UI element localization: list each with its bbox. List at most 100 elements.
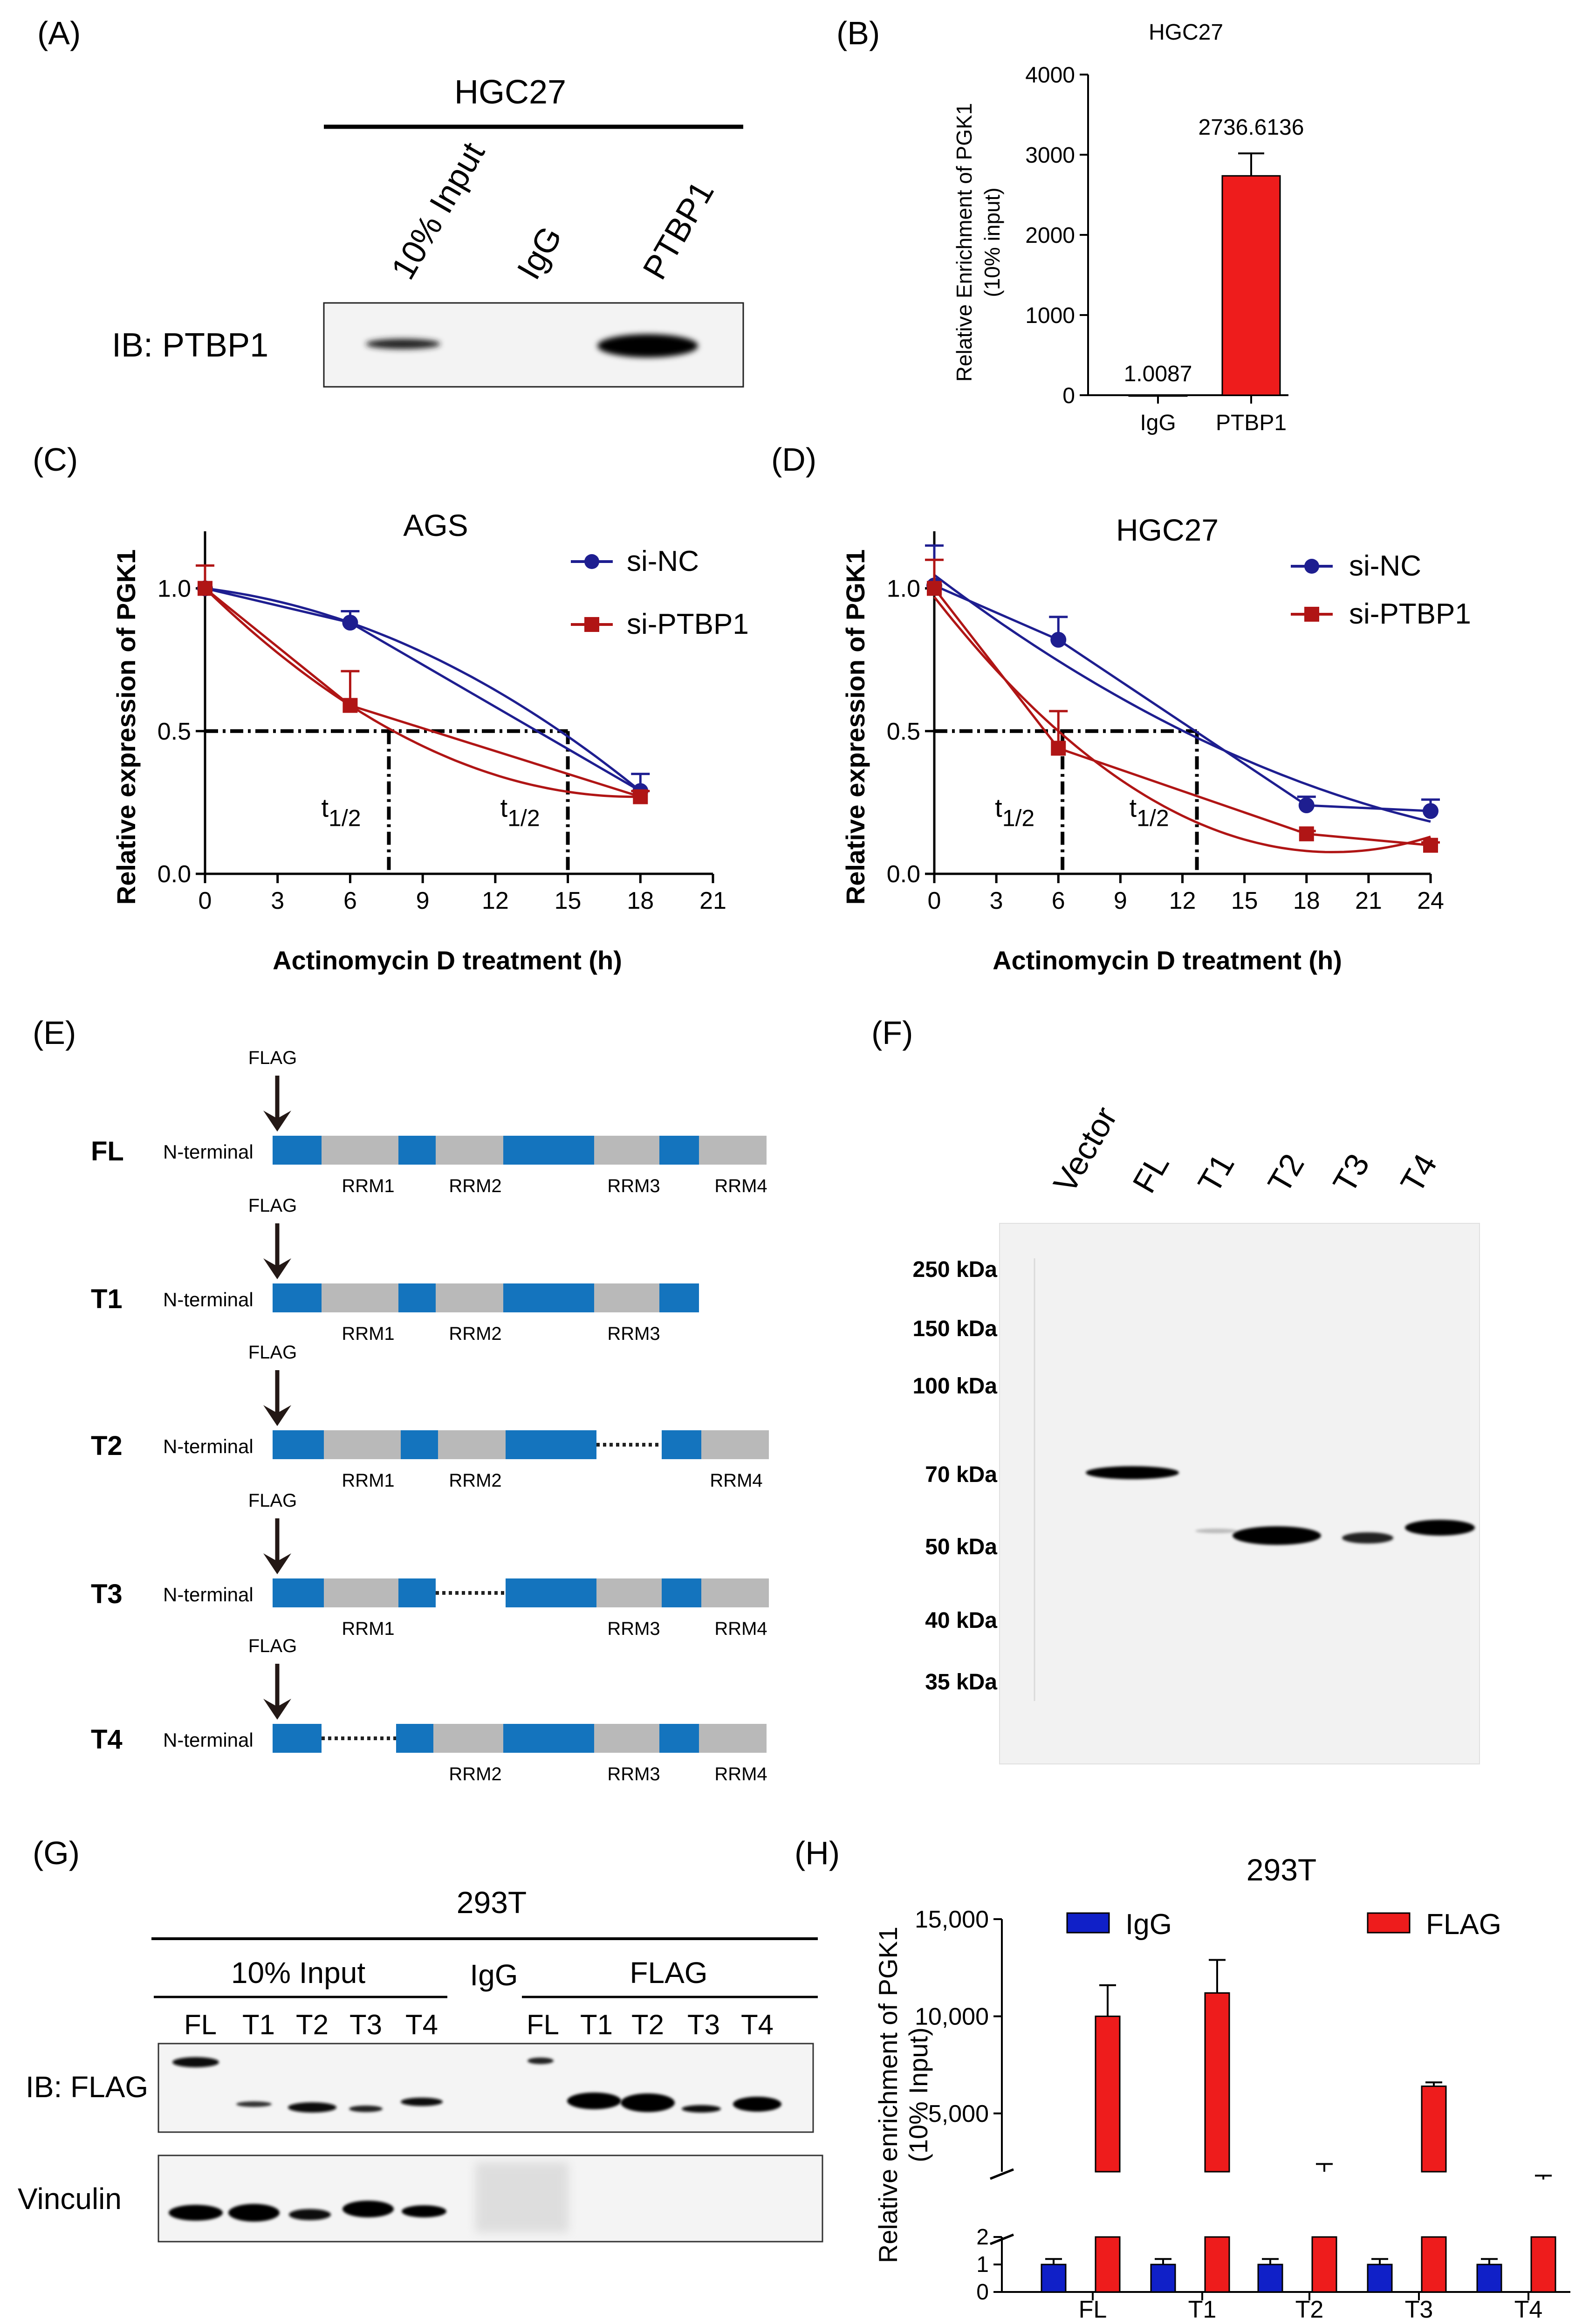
legend-label-flag: FLAG [1426, 1908, 1501, 1941]
panel-label-h: (H) [795, 1835, 840, 1871]
chart-c-series-line [204, 587, 641, 798]
chart-d-legend: si-NC si-PTBP1 [1291, 550, 1471, 630]
chart-c-xtick-label: 3 [271, 887, 284, 914]
chart-b-ytick-label: 3000 [1025, 143, 1075, 168]
rrm-label: RRM4 [714, 1764, 767, 1784]
panel-label-b: (B) [836, 15, 880, 51]
panel-f-band-t4 [1405, 1520, 1475, 1536]
flag-arrow-icon [263, 1553, 291, 1574]
chart-b-ytick-label: 2000 [1025, 223, 1075, 248]
rrm-label: RRM2 [449, 1764, 501, 1784]
chart-d-xtick-label: 3 [990, 887, 1003, 914]
flag-arrow-icon [263, 1111, 291, 1132]
rrm-label: RRM1 [342, 1176, 394, 1196]
chart-d-half-life-label: t1/2 [1130, 793, 1169, 831]
domain-block-blue [503, 1283, 594, 1312]
rrm-label: RRM3 [607, 1176, 660, 1196]
chart-c-xlabel: Actinomycin D treatment (h) [273, 946, 622, 975]
legend-swatch-flag [1367, 1912, 1411, 1934]
domain-block-rrm [436, 1283, 503, 1312]
chart-h-ytick-label: 5,000 [928, 2100, 989, 2127]
domain-block-blue [506, 1578, 596, 1607]
domain-block-blue [662, 1578, 701, 1607]
chart-d-xtick-label: 6 [1052, 887, 1065, 914]
panel-a-lane-input: 10% Input [384, 136, 492, 286]
panel-f-lane-t3: T3 [1326, 1148, 1376, 1199]
chart-b-ylabel-2: (10% input) [980, 187, 1004, 297]
chart-c-series-fit [205, 587, 641, 792]
chart-h-bar-flag-lower [1421, 2236, 1447, 2293]
chart-d-xtick-label: 9 [1114, 887, 1127, 914]
flag-label: FLAG [248, 1195, 297, 1216]
domain-block-blue [506, 1430, 596, 1459]
rrm-label: RRM4 [714, 1176, 767, 1196]
rrm-label: RRM2 [449, 1324, 501, 1344]
legend-label-igg: IgG [1125, 1908, 1172, 1941]
legend-marker-si-ptbp1-d [1304, 607, 1319, 622]
legend-marker-si-nc-d [1304, 559, 1319, 574]
chart-b-ylabel-1: Relative Enrichment of PGK1 [952, 103, 976, 382]
chart-h-ytick-label: 2 [976, 2225, 989, 2250]
chart-c-series-line [205, 587, 641, 792]
panel-label-a: (A) [37, 15, 81, 51]
chart-c-legend: si-NC si-PTBP1 [571, 545, 749, 640]
domain-block-blue [401, 1430, 438, 1459]
panel-f-lane-t2: T2 [1260, 1148, 1311, 1199]
construct-fl-name: FL [91, 1136, 124, 1166]
chart-h-ytick-label: 15,000 [915, 1906, 989, 1933]
marker-50: 50 kDa [925, 1535, 997, 1559]
construct-t2-name: T2 [91, 1431, 123, 1461]
chart-c-ytick-label: 1.0 [158, 576, 191, 603]
panel-a-band-ptbp1 [597, 334, 698, 357]
chart-d-point-si-ptbp1 [1051, 741, 1066, 756]
legend-marker-si-ptbp1 [584, 617, 599, 632]
chart-d-series-line [933, 584, 1431, 812]
chart-c-half-life-label: t1/2 [500, 793, 540, 831]
domain-block-rrm [438, 1430, 506, 1459]
legend-marker-si-nc [584, 554, 599, 569]
panel-a-lane-ptbp1: PTBP1 [636, 175, 721, 286]
rrm-label: RRM4 [714, 1619, 767, 1639]
chart-h-bar-flag-lower [1530, 2236, 1556, 2293]
chart-h-bar-igg [1476, 2264, 1502, 2293]
marker-250: 250 kDa [913, 1257, 998, 1282]
panel-a-cell-line: HGC27 [454, 74, 566, 111]
chart-d-xlabel: Actinomycin D treatment (h) [993, 946, 1342, 975]
flag-arrow-icon [263, 1405, 291, 1426]
panel-f-lane-t4: T4 [1393, 1148, 1444, 1199]
band-flag-ip-t2 [621, 2093, 675, 2112]
chart-c-ytick-label: 0.0 [158, 861, 191, 888]
chart-b-value-label: 1.0087 [1124, 362, 1192, 386]
construct-n-terminal-label: N-terminal [163, 1729, 253, 1751]
panel-label-d: (D) [771, 441, 816, 478]
chart-b-xtick-label: IgG [1140, 411, 1176, 435]
panel-g-input-lane-t3: T3 [349, 2009, 382, 2040]
marker-35: 35 kDa [925, 1670, 997, 1695]
marker-150: 150 kDa [913, 1317, 998, 1341]
domain-block-rrm [699, 1136, 767, 1165]
panel-f: Vector FL T1 T2 T3 T4 250 kDa 150 kDa 10… [913, 1101, 1480, 1764]
legend-label-si-ptbp1: si-PTBP1 [627, 608, 749, 640]
chart-h-bar-igg [1257, 2264, 1283, 2293]
domain-block-rrm [436, 1136, 503, 1165]
domain-block-rrm [699, 1724, 767, 1753]
chart-h-bar-flag [1421, 2086, 1447, 2173]
chart-h-xtick-label: T2 [1295, 2296, 1324, 2319]
chart-c-series-fit [204, 587, 641, 798]
marker-40: 40 kDa [925, 1608, 997, 1633]
rrm-label: RRM2 [449, 1470, 501, 1491]
band-flag-input-fl [172, 2057, 219, 2067]
chart-c-xtick-label: 0 [199, 887, 212, 914]
chart-h-bar-flag [1204, 1992, 1230, 2173]
panel-f-lane-vector: Vector [1046, 1101, 1124, 1199]
chart-c-title: AGS [403, 508, 468, 542]
chart-h-ylabel-1: Relative enrichment of PGK1 [873, 1927, 903, 2263]
band-flag-ip-t3 [682, 2105, 721, 2113]
chart-d-point-si-nc [1423, 803, 1438, 819]
chart-h-axis-break [990, 2168, 1014, 2180]
panel-g-igg-label: IgG [470, 1958, 518, 1992]
band-flag-input-t1 [236, 2101, 272, 2107]
band-flag-ip-t4 [733, 2097, 781, 2112]
domain-block-rrm [433, 1724, 503, 1753]
chart-d-ytick-label: 1.0 [887, 576, 920, 603]
